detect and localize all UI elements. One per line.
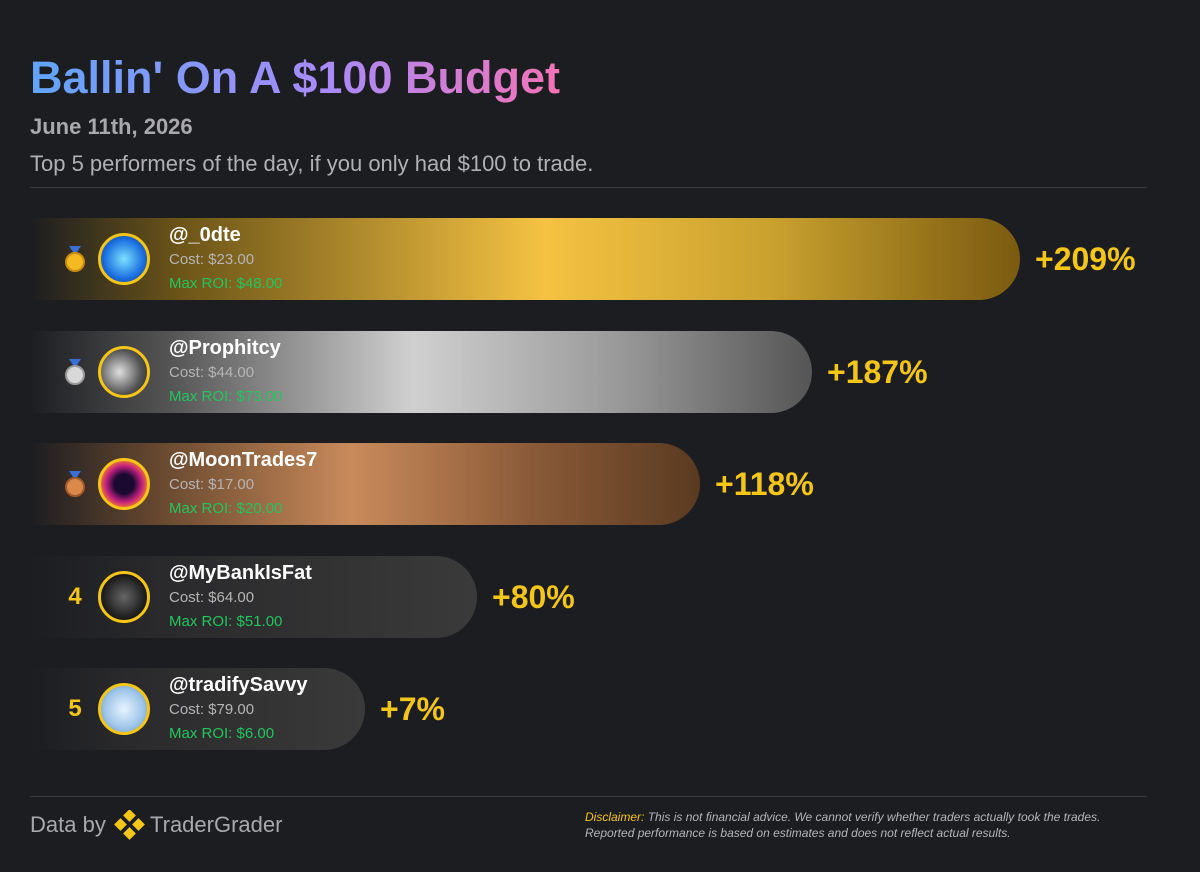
rank: 4	[68, 583, 82, 610]
gain: +187%	[827, 354, 928, 390]
cost: Cost: $23.00	[169, 251, 255, 268]
medal	[63, 246, 87, 272]
bar	[30, 668, 365, 750]
disclaimer-label: Disclaimer:	[585, 810, 645, 824]
gain: +80%	[492, 579, 575, 615]
cost: Cost: $79.00	[169, 701, 255, 718]
title: Ballin' On A $100 Budget	[30, 52, 560, 103]
medal-icon	[65, 359, 85, 385]
medal	[63, 359, 87, 385]
cost: Cost: $64.00	[169, 589, 255, 606]
handle: @tradifySavvy	[169, 674, 308, 696]
rank: 5	[68, 695, 82, 722]
max-roi: Max ROI: $73.00	[169, 388, 283, 405]
data-by: Data by	[30, 812, 106, 837]
gain: +7%	[380, 691, 445, 727]
gain: +118%	[715, 466, 814, 502]
max-roi: Max ROI: $6.00	[169, 725, 275, 742]
date: June 11th, 2026	[30, 114, 193, 139]
handle: @_0dte	[169, 224, 241, 246]
handle: @MyBankIsFat	[169, 562, 312, 584]
max-roi: Max ROI: $51.00	[169, 613, 283, 630]
divider	[30, 796, 1147, 797]
avatar	[98, 571, 150, 623]
bar	[30, 218, 1020, 300]
avatar	[98, 346, 150, 398]
bar	[30, 331, 812, 413]
gain: +209%	[1035, 241, 1136, 277]
medal-icon	[65, 471, 85, 497]
handle: @MoonTrades7	[169, 449, 318, 471]
disclaimer-text: This is not financial advice. We cannot …	[585, 810, 1101, 840]
disclaimer: Disclaimer: This is not financial advice…	[585, 809, 1130, 841]
medal-icon	[65, 246, 85, 272]
max-roi: Max ROI: $20.00	[169, 500, 283, 517]
brand: TraderGrader	[150, 812, 283, 837]
brand-logo	[114, 810, 145, 840]
cost: Cost: $44.00	[169, 364, 255, 381]
handle: @Prophitcy	[169, 337, 281, 359]
avatar	[98, 233, 150, 285]
avatar	[98, 683, 150, 735]
max-roi: Max ROI: $48.00	[169, 275, 283, 292]
cost: Cost: $17.00	[169, 476, 255, 493]
divider	[30, 187, 1147, 188]
avatar	[98, 458, 150, 510]
medal	[63, 471, 87, 497]
subtitle: Top 5 performers of the day, if you only…	[30, 151, 594, 176]
